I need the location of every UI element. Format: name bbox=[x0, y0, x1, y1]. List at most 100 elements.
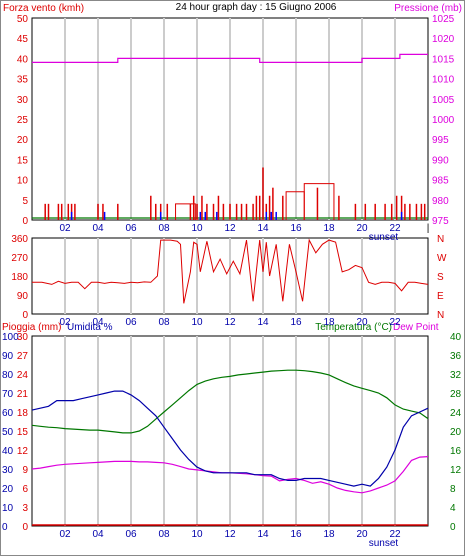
pressure-tick-label: 1020 bbox=[432, 34, 455, 45]
rain-tick-label: 3 bbox=[22, 503, 28, 514]
temperature-tick-label: 20 bbox=[450, 427, 462, 438]
wind-step bbox=[175, 203, 196, 220]
humidity-tick-label: 60 bbox=[2, 408, 14, 419]
sunset-annotation: sunset bbox=[369, 538, 399, 549]
wind-step bbox=[303, 183, 335, 220]
x-tick-label: 14 bbox=[257, 317, 269, 328]
rain-tick-label: 27 bbox=[17, 351, 29, 362]
temperature-tick-label: 28 bbox=[450, 389, 462, 400]
humidity-tick-label: 40 bbox=[2, 446, 14, 457]
x-tick-label: 20 bbox=[356, 317, 368, 328]
pressure-tick-label: 990 bbox=[432, 155, 449, 166]
direction-tick-label: 90 bbox=[17, 291, 29, 302]
compass-tick-label: E bbox=[437, 291, 444, 302]
x-tick-label: 06 bbox=[125, 223, 137, 234]
humidity-tick-label: 20 bbox=[2, 484, 14, 495]
x-tick-label: 04 bbox=[92, 223, 104, 234]
pressure-tick-label: 975 bbox=[432, 216, 449, 227]
humidity-tick-label: 80 bbox=[2, 370, 14, 381]
wind-tick-label: 5 bbox=[22, 196, 28, 207]
rain-tick-label: 21 bbox=[17, 389, 29, 400]
humidity-tick-label: 90 bbox=[2, 351, 14, 362]
rain-axis-title: Pioggia (mm) bbox=[2, 322, 61, 333]
x-tick-label: 12 bbox=[224, 529, 236, 540]
pressure-tick-label: 980 bbox=[432, 196, 449, 207]
humidity-tick-label: 70 bbox=[2, 389, 14, 400]
pressure-tick-label: 1000 bbox=[432, 115, 455, 126]
x-tick-label: 08 bbox=[158, 529, 170, 540]
wind-tick-label: 40 bbox=[17, 54, 29, 65]
x-tick-label: 22 bbox=[389, 529, 401, 540]
humidity-tick-label: 0 bbox=[2, 522, 8, 533]
direction-line bbox=[32, 238, 429, 304]
x-tick-label: 10 bbox=[191, 223, 203, 234]
x-tick-label: 02 bbox=[59, 317, 71, 328]
x-end-marker: | bbox=[427, 223, 430, 234]
wind-tick-label: 50 bbox=[17, 14, 29, 25]
temperature-tick-label: 12 bbox=[450, 465, 462, 476]
x-tick-label: 06 bbox=[125, 529, 137, 540]
rain-tick-label: 6 bbox=[22, 484, 28, 495]
x-tick-label: 18 bbox=[323, 223, 335, 234]
humidity-tick-label: 100 bbox=[2, 332, 19, 343]
pressure-tick-label: 1015 bbox=[432, 54, 455, 65]
compass-tick-label: S bbox=[437, 272, 444, 283]
wind-axis-title: Forza vento (kmh) bbox=[3, 3, 84, 14]
x-tick-label: 16 bbox=[290, 223, 302, 234]
x-tick-label: 02 bbox=[59, 529, 71, 540]
x-tick-label: 10 bbox=[191, 529, 203, 540]
direction-tick-label: 360 bbox=[11, 234, 28, 245]
x-tick-label: 14 bbox=[257, 223, 269, 234]
direction-tick-label: 0 bbox=[22, 310, 28, 321]
temperature-tick-label: 32 bbox=[450, 370, 462, 381]
x-tick-label: 20 bbox=[356, 223, 368, 234]
compass-tick-label: N bbox=[437, 310, 444, 321]
x-tick-label: 04 bbox=[92, 529, 104, 540]
x-tick-label: 22 bbox=[389, 317, 401, 328]
humidity-tick-label: 30 bbox=[2, 465, 14, 476]
wind-tick-label: 0 bbox=[22, 216, 28, 227]
rain-tick-label: 15 bbox=[17, 427, 29, 438]
humidity-tick-label: 10 bbox=[2, 503, 14, 514]
rain-tick-label: 18 bbox=[17, 408, 29, 419]
pressure-tick-label: 995 bbox=[432, 135, 449, 146]
x-tick-label: 22 bbox=[389, 223, 401, 234]
x-tick-label: 10 bbox=[191, 317, 203, 328]
temperature-tick-label: 24 bbox=[450, 408, 462, 419]
wind-tick-label: 20 bbox=[17, 135, 29, 146]
wind-tick-label: 25 bbox=[17, 115, 29, 126]
x-tick-label: 16 bbox=[290, 529, 302, 540]
direction-tick-label: 270 bbox=[11, 253, 28, 264]
pressure-tick-label: 985 bbox=[432, 176, 449, 187]
x-tick-label: 12 bbox=[224, 317, 236, 328]
x-tick-label: 08 bbox=[158, 223, 170, 234]
x-tick-label: 18 bbox=[323, 317, 335, 328]
pressure-tick-label: 1005 bbox=[432, 95, 455, 106]
temperature-line bbox=[31, 369, 429, 434]
rain-tick-label: 24 bbox=[17, 370, 29, 381]
x-tick-label: 18 bbox=[323, 529, 335, 540]
compass-tick-label: W bbox=[437, 253, 447, 264]
rain-tick-label: 30 bbox=[17, 332, 29, 343]
temperature-tick-label: 8 bbox=[450, 484, 456, 495]
pressure-tick-label: 1025 bbox=[432, 14, 455, 25]
temperature-tick-label: 16 bbox=[450, 446, 462, 457]
temperature-tick-label: 40 bbox=[450, 332, 462, 343]
temperature-tick-label: 0 bbox=[450, 522, 456, 533]
x-tick-label: 12 bbox=[224, 223, 236, 234]
pressure-line bbox=[32, 53, 428, 64]
x-tick-label: 02 bbox=[59, 223, 71, 234]
wind-tick-label: 45 bbox=[17, 34, 29, 45]
x-tick-label: 04 bbox=[92, 317, 104, 328]
temperature-tick-label: 36 bbox=[450, 351, 462, 362]
humidity-line bbox=[31, 390, 429, 487]
x-tick-label: 16 bbox=[290, 317, 302, 328]
wind-tick-label: 10 bbox=[17, 176, 29, 187]
rain-tick-label: 12 bbox=[17, 446, 29, 457]
rain-tick-label: 0 bbox=[22, 522, 28, 533]
temperature-axis-title: Temperatura (°C) bbox=[315, 322, 392, 333]
compass-tick-label: N bbox=[437, 234, 444, 245]
rain-tick-label: 9 bbox=[22, 465, 28, 476]
chart-title: 24 hour graph day : 15 Giugno 2006 bbox=[176, 2, 337, 13]
